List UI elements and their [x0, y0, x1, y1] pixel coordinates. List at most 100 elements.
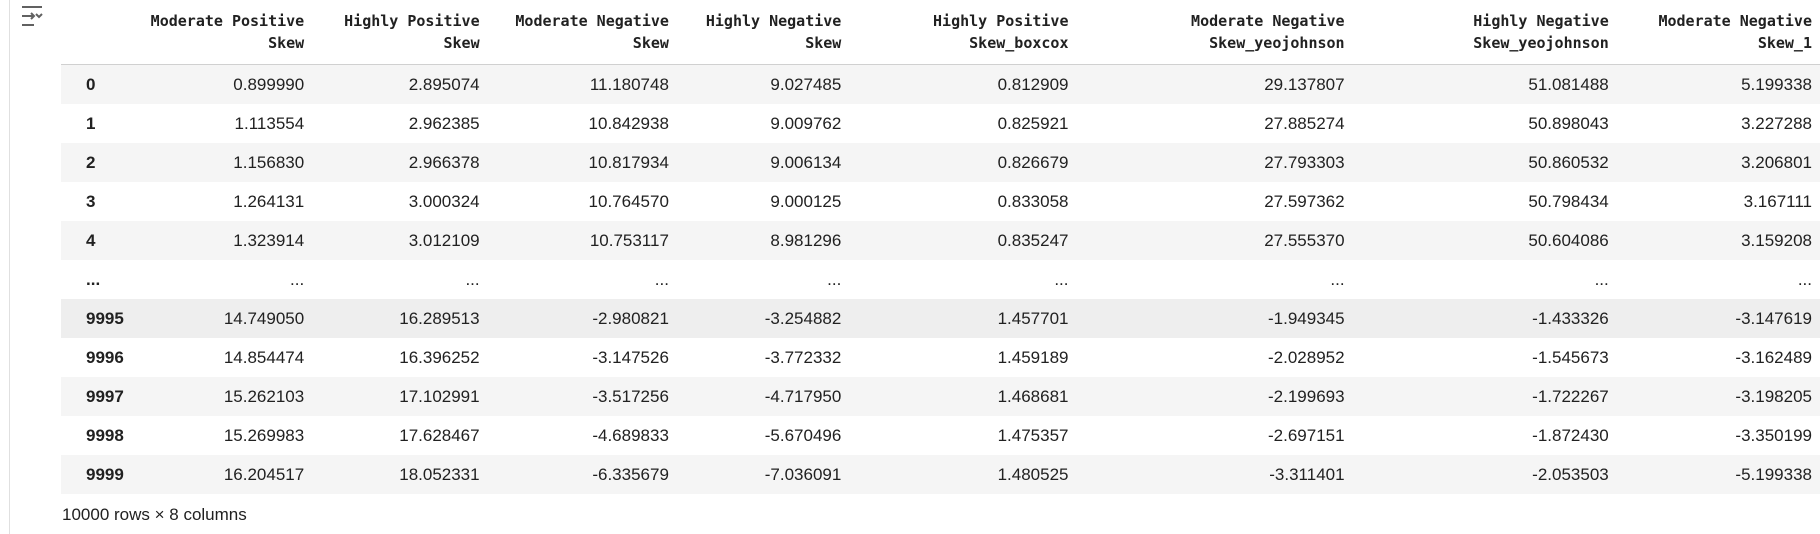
row-index: ... — [86, 269, 101, 289]
table-cell: -3.147526 — [592, 347, 669, 367]
table-cell: 27.885274 — [1264, 113, 1345, 133]
table-cell: 10.817934 — [588, 152, 669, 172]
column-header-line: Skew — [443, 34, 480, 52]
table-row: 2 1.156830 2.966378 10.817934 9.006134 0.8266… — [61, 143, 1820, 182]
output-toggle-icon — [22, 6, 43, 26]
table-cell: 3.159208 — [1741, 230, 1812, 250]
column-header-line: Highly Positive — [933, 12, 1069, 30]
column-header: Moderate Negative Skew — [487, 0, 677, 65]
table-cell: 1.323914 — [233, 230, 305, 250]
table-row: 9997 15.262103 17.102991 -3.517256 -4.717950… — [61, 377, 1820, 416]
row-index: 3 — [86, 191, 96, 211]
table-row: ........................... — [61, 260, 1820, 299]
column-header: Moderate Negative Skew_yeojohnson — [1076, 0, 1353, 65]
table-cell: -2.028952 — [1268, 347, 1345, 367]
column-header: Highly Positive Skew_boxcox — [849, 0, 1077, 65]
table-cell: ... — [290, 269, 305, 289]
table-cell: 9.027485 — [770, 74, 842, 94]
row-index: 1 — [86, 113, 96, 133]
column-header-line: Skew — [805, 34, 842, 52]
column-header-line: Highly Positive — [344, 12, 480, 30]
cell-gutter — [0, 0, 10, 534]
table-cell: 50.604086 — [1528, 230, 1609, 250]
table-cell: -3.147619 — [1735, 308, 1812, 328]
table-cell: 50.898043 — [1528, 113, 1609, 133]
table-cell: 2.895074 — [408, 74, 480, 94]
table-cell: -3.772332 — [764, 347, 842, 367]
table-cell: -3.517256 — [592, 386, 669, 406]
output-toggle-button[interactable] — [18, 2, 46, 30]
index-header — [61, 0, 132, 65]
column-header-line: Skew — [632, 34, 669, 52]
table-cell: -5.670496 — [764, 425, 842, 445]
table-cell: -3.350199 — [1735, 425, 1812, 445]
table-cell: 1.468681 — [997, 386, 1069, 406]
column-header-line: Skew_yeojohnson — [1209, 34, 1345, 52]
table-row: 9998 15.269983 17.628467 -4.689833 -5.670496… — [61, 416, 1820, 455]
column-header-line: Moderate Negative — [1191, 12, 1345, 30]
table-cell: 3.167111 — [1743, 191, 1812, 211]
table-cell: 1.156830 — [233, 152, 305, 172]
table-cell: 8.981296 — [770, 230, 842, 250]
table-cell: 3.206801 — [1741, 152, 1812, 172]
table-cell: 3.227288 — [1741, 113, 1812, 133]
table-cell: -3.198205 — [1735, 386, 1812, 406]
table-cell: 0.899990 — [233, 74, 305, 94]
column-header: Moderate Positive Skew — [131, 0, 313, 65]
table-cell: 2.966378 — [408, 152, 480, 172]
table-row: 3 1.264131 3.000324 10.764570 9.000125 0.8330… — [61, 182, 1820, 221]
table-cell: 17.102991 — [399, 386, 480, 406]
table-cell: -7.036091 — [764, 464, 842, 484]
table-cell: -3.254882 — [764, 308, 842, 328]
table-cell: 1.480525 — [997, 464, 1069, 484]
table-cell: 14.854474 — [223, 347, 305, 367]
table-cell: 9.000125 — [770, 191, 842, 211]
table-cell: 2.962385 — [408, 113, 480, 133]
table-row: 9996 14.854474 16.396252 -3.147526 -3.772332… — [61, 338, 1820, 377]
shape-summary: 10000 rows × 8 columns — [62, 505, 247, 524]
table-cell: -1.949345 — [1268, 308, 1345, 328]
table-row: 1 1.113554 2.962385 10.842938 9.009762 0.8259… — [61, 104, 1820, 143]
table-cell: 3.012109 — [408, 230, 480, 250]
column-header: Highly Negative Skew — [676, 0, 850, 65]
table-cell: 11.180748 — [589, 74, 669, 94]
dataframe-table: Moderate Positive Skew Highly Positive Skew… — [61, 0, 1820, 494]
dataframe-output: Moderate Positive Skew Highly Positive Skew… — [61, 0, 1820, 494]
table-cell: 10.842938 — [588, 113, 669, 133]
table-cell: 0.812909 — [997, 74, 1069, 94]
table-cell: -4.689833 — [592, 425, 669, 445]
table-cell: -1.545673 — [1532, 347, 1609, 367]
table-cell: 27.793303 — [1264, 152, 1345, 172]
table-row: 0 0.899990 2.895074 11.180748 9.027485 0.8129… — [61, 64, 1820, 104]
column-header-line: Skew_boxcox — [969, 34, 1069, 52]
table-cell: -5.199338 — [1735, 464, 1812, 484]
table-cell: ... — [465, 269, 480, 289]
table-row: 9995 14.749050 16.289513 -2.980821 -3.254882… — [61, 299, 1820, 338]
row-index: 0 — [86, 74, 96, 94]
table-cell: 0.825921 — [997, 113, 1069, 133]
row-index: 2 — [86, 152, 96, 172]
table-cell: 3.000324 — [408, 191, 480, 211]
row-index: 9997 — [86, 386, 124, 406]
table-cell: 1.457701 — [997, 308, 1069, 328]
row-index: 4 — [86, 230, 96, 250]
table-cell: 51.081488 — [1528, 74, 1609, 94]
column-header-line: Highly Negative — [1473, 12, 1609, 30]
row-index: 9996 — [86, 347, 124, 367]
table-cell: 14.749050 — [223, 308, 305, 328]
table-cell: -1.433326 — [1532, 308, 1609, 328]
table-cell: ... — [1330, 269, 1345, 289]
table-cell: 50.860532 — [1528, 152, 1609, 172]
table-cell: ... — [1054, 269, 1069, 289]
table-cell: 29.137807 — [1264, 74, 1345, 94]
table-cell: 15.262103 — [223, 386, 305, 406]
table-cell: 27.597362 — [1264, 191, 1345, 211]
column-header-line: Moderate Positive — [150, 12, 305, 30]
column-header: Moderate Negative Skew_1 — [1616, 0, 1820, 65]
table-cell: 1.113554 — [234, 113, 305, 133]
table-row: 4 1.323914 3.012109 10.753117 8.981296 0.8352… — [61, 221, 1820, 260]
table-row: 9999 16.204517 18.052331 -6.335679 -7.036091… — [61, 455, 1820, 494]
row-index: 9995 — [86, 308, 124, 328]
table-cell: 1.475357 — [997, 425, 1069, 445]
column-header-line: Skew_1 — [1757, 34, 1812, 52]
